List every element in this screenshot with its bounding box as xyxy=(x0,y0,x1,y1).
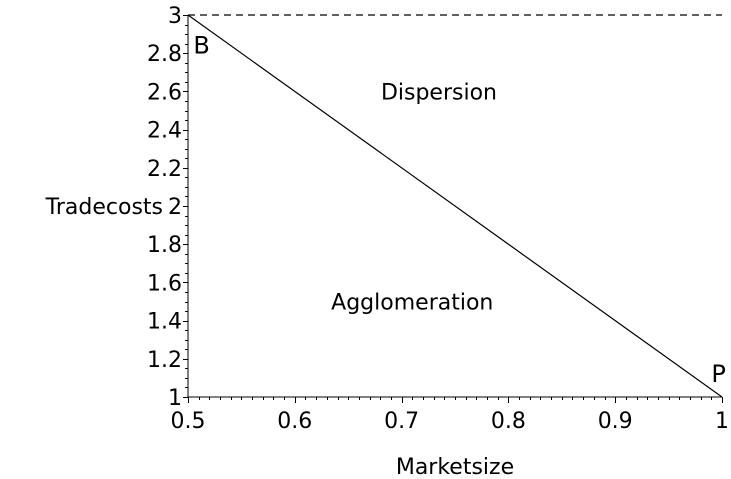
x-tick-label: 0.9 xyxy=(598,409,633,434)
x-tick-label: 0.6 xyxy=(277,409,312,434)
y-tick-label: 2.6 xyxy=(147,80,182,105)
point-label: P xyxy=(711,360,725,388)
annotations: B P Dispersion Agglomeration xyxy=(193,32,725,389)
solid-boundary-line xyxy=(187,14,723,398)
x-tick-label: 1 xyxy=(715,409,729,434)
y-tick-label: 1.2 xyxy=(147,348,182,373)
x-tick-label: 0.5 xyxy=(171,409,206,434)
y-tick-label: 1 xyxy=(168,386,182,411)
point-label: B xyxy=(193,32,209,60)
region-label: Dispersion xyxy=(381,80,497,105)
y-tick-label: 1.4 xyxy=(147,310,182,335)
y-tick-label: 2.2 xyxy=(147,157,182,182)
y-axis-label: Tradecosts xyxy=(45,195,163,220)
x-axis-label: Marketsize xyxy=(396,455,514,479)
y-tick-label: 2 xyxy=(168,195,182,220)
series xyxy=(187,14,723,398)
ticks: 1 1.2 1.4 1.6 1.8 2 2.2 2.4 2.6 2.8 3 0.5 0.6 0.7 0.8 0… xyxy=(147,4,729,434)
x-tick-label: 0.7 xyxy=(384,409,419,434)
x-tick-label: 0.8 xyxy=(491,409,526,434)
y-tick-label: 2.4 xyxy=(147,119,182,144)
y-tick-label: 1.6 xyxy=(147,271,182,296)
y-tick-label: 3 xyxy=(168,4,182,29)
y-tick-label: 2.8 xyxy=(147,42,182,67)
region-label: Agglomeration xyxy=(331,291,493,316)
y-tick-label: 1.8 xyxy=(147,233,182,258)
